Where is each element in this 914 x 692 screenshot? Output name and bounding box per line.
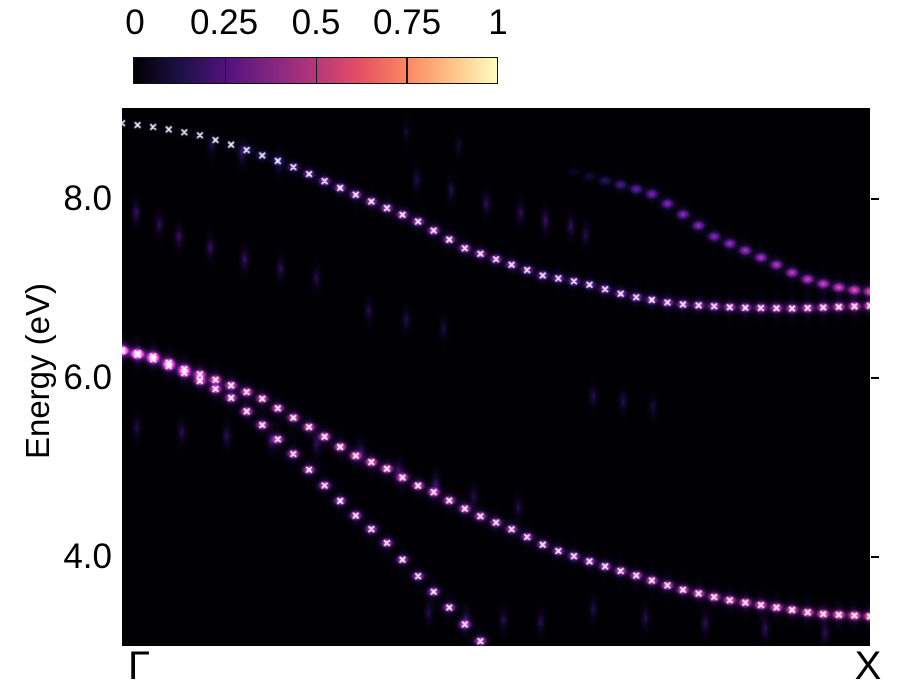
right-axis-tick xyxy=(871,377,879,379)
colorbar-tick-label: 0.5 xyxy=(291,3,341,42)
y-axis-title: Energy (eV) xyxy=(19,282,56,460)
right-axis-tick xyxy=(871,556,879,558)
y-axis-tick-label: 6.0 xyxy=(63,358,112,397)
x-axis-tick-label-gamma: Γ xyxy=(127,644,151,688)
colorbar-tick-mark xyxy=(406,58,408,83)
colorbar-tick-label: 0 xyxy=(125,3,145,42)
colorbar-tick-mark xyxy=(315,58,317,83)
colorbar-tick-label: 0.75 xyxy=(372,3,442,42)
band-structure-heatmap xyxy=(122,108,870,646)
right-axis-tick xyxy=(871,198,879,200)
x-axis-tick-label-x: X xyxy=(854,644,882,688)
colorbar-tick-mark xyxy=(224,58,227,83)
colorbar xyxy=(133,57,498,84)
colorbar-tick-label: 1 xyxy=(488,3,508,42)
colorbar-tick-label: 0.25 xyxy=(189,3,259,42)
y-axis-tick-label: 4.0 xyxy=(63,537,112,576)
y-axis-tick-label: 8.0 xyxy=(63,179,112,218)
